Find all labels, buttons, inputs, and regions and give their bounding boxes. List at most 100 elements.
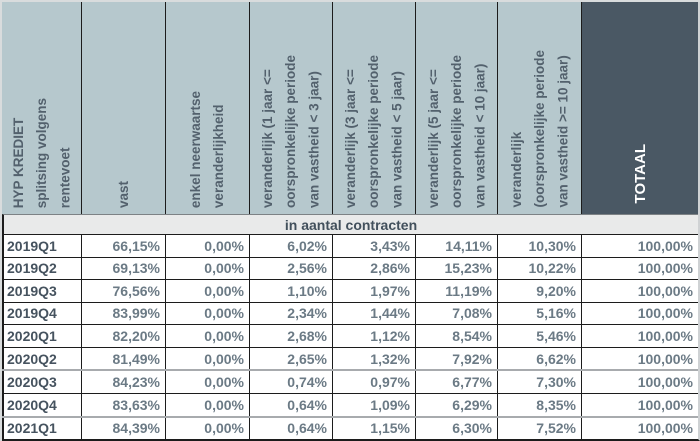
row-label: 2019Q1 — [2, 235, 82, 257]
row-label: 2020Q4 — [2, 393, 82, 416]
cell-value: 1,12% — [333, 325, 416, 347]
cell-value: 1,15% — [333, 417, 416, 440]
cell-value: 0,00% — [166, 347, 250, 370]
row-label: 2019Q2 — [2, 257, 82, 280]
table-header-row: HYP KREDIET splitsing volgens rentevoet v… — [2, 2, 698, 214]
cell-value: 0,00% — [166, 235, 250, 257]
cell-value: 15,23% — [416, 257, 498, 280]
column-header-veranderlijk-3-5: veranderlijk (3 jaar <= oorspronkelijke … — [333, 2, 416, 214]
cell-value: 5,46% — [498, 325, 582, 347]
cell-value: 100,00% — [637, 396, 693, 413]
column-header-label: HYP KREDIET splitsing volgens rentevoet — [10, 97, 73, 208]
column-header-veranderlijk-10-plus: veranderlijk (oorspronkelijke periode va… — [498, 2, 582, 214]
row-label: 2019Q3 — [2, 280, 82, 302]
column-header-label: veranderlijk (1 jaar <= oorspronkelijke … — [260, 54, 322, 208]
cell-value: 76,56% — [82, 280, 166, 302]
cell-value: 6,62% — [498, 347, 582, 370]
column-header-label: veranderlijk (oorspronkelijke periode va… — [508, 50, 571, 208]
cell-value: 6,29% — [416, 393, 498, 416]
cell-value: 3,43% — [333, 235, 416, 257]
cell-value: 83,63% — [82, 393, 166, 416]
cell-value: 7,92% — [416, 347, 498, 370]
row-label: 2020Q1 — [2, 325, 82, 347]
cell-value: 84,23% — [82, 371, 166, 393]
cell-value: 1,09% — [333, 393, 416, 416]
cell-value: 0,00% — [166, 393, 250, 416]
cell-value: 1,32% — [333, 347, 416, 370]
cell-value: 2,56% — [250, 257, 333, 280]
table-row: 2020Q4 83,63% 0,00% 0,64% 1,09% 6,29% 8,35% 100… — [2, 393, 698, 418]
table-row: 2020Q1 82,20% 0,00% 2,68% 1,12% 8,54% 5,46% 100… — [2, 325, 698, 348]
row-label: 2021Q1 — [2, 417, 82, 440]
cell-value: 100,00% — [637, 282, 693, 299]
cell-value: 0,00% — [166, 302, 250, 325]
cell-value: 100,00% — [637, 374, 693, 391]
table-row: 2020Q3 84,23% 0,00% 0,74% 0,97% 6,77% 7,30% 100… — [2, 371, 698, 394]
cell-value: 14,11% — [416, 235, 498, 257]
cell-value: 83,99% — [82, 302, 166, 325]
cell-value: 2,86% — [333, 257, 416, 280]
row-label: 2020Q2 — [2, 347, 82, 370]
cell-value: 69,13% — [82, 257, 166, 280]
column-header-split-rentevoet: HYP KREDIET splitsing volgens rentevoet — [2, 2, 82, 214]
cell-value: 84,39% — [82, 417, 166, 440]
column-header-label: veranderlijk (3 jaar <= oorspronkelijke … — [343, 54, 405, 208]
cell-value: 100,00% — [637, 305, 693, 322]
cell-value: 100,00% — [637, 350, 693, 367]
cell-value: 0,00% — [166, 257, 250, 280]
cell-value: 6,77% — [416, 371, 498, 393]
cell-value: 5,16% — [498, 302, 582, 325]
cell-value: 100,00% — [637, 420, 693, 437]
cell-value: 6,02% — [250, 235, 333, 257]
column-header-label: vast — [115, 180, 131, 208]
column-header-label: enkel neerwaartse veranderlijkheid — [188, 90, 227, 208]
cell-value: 0,74% — [250, 371, 333, 393]
cell-value: 11,19% — [416, 280, 498, 302]
row-label: 2020Q3 — [2, 371, 82, 393]
table-row: 2021Q1 84,39% 0,00% 0,64% 1,15% 6,30% 7,52% 100… — [2, 417, 698, 440]
cell-value: 8,35% — [498, 393, 582, 416]
cell-value: 2,34% — [250, 302, 333, 325]
cell-value: 82,20% — [82, 325, 166, 347]
cell-value: 10,30% — [498, 235, 582, 257]
cell-value: 1,97% — [333, 280, 416, 302]
cell-value: 7,08% — [416, 302, 498, 325]
table-row: 2020Q2 81,49% 0,00% 2,65% 1,32% 7,92% 6,62% 100… — [2, 347, 698, 372]
cell-value: 2,68% — [250, 325, 333, 347]
cell-value: 100,00% — [637, 260, 693, 277]
column-header-totaal: TOTAAL — [582, 2, 698, 214]
cell-value: 100,00% — [637, 237, 693, 254]
table-row: 2019Q3 76,56% 0,00% 1,10% 1,97% 11,19% 9,20% 10… — [2, 280, 698, 303]
cell-value: 7,52% — [498, 417, 582, 440]
cell-value: 66,15% — [82, 235, 166, 257]
cell-value: 100,00% — [637, 328, 693, 345]
section-band-label: in aantal contracten — [284, 216, 418, 233]
cell-value: 0,64% — [250, 393, 333, 416]
cell-value: 0,64% — [250, 417, 333, 440]
cell-value: 0,00% — [166, 417, 250, 440]
column-header-veranderlijk-5-10: veranderlijk (5 jaar <= oorspronkelijke … — [416, 2, 498, 214]
cell-value: 0,00% — [166, 325, 250, 347]
table-body: 2019Q1 66,15% 0,00% 6,02% 3,43% 14,11% 10,30% 1… — [2, 235, 698, 440]
column-header-label: TOTAAL — [631, 143, 649, 203]
table-row: 2019Q1 66,15% 0,00% 6,02% 3,43% 14,11% 10,30% 1… — [2, 235, 698, 258]
cell-value: 7,30% — [498, 371, 582, 393]
cell-value: 2,65% — [250, 347, 333, 370]
column-header-veranderlijk-1-3: veranderlijk (1 jaar <= oorspronkelijke … — [250, 2, 333, 214]
cell-value: 6,30% — [416, 417, 498, 440]
cell-value: 0,00% — [166, 371, 250, 393]
table-row: 2019Q2 69,13% 0,00% 2,56% 2,86% 15,23% 10,22% 1… — [2, 257, 698, 281]
table-row: 2019Q4 83,99% 0,00% 2,34% 1,44% 7,08% 5,16% 100… — [2, 302, 698, 326]
row-label: 2019Q4 — [2, 302, 82, 325]
column-header-label: veranderlijk (5 jaar <= oorspronkelijke … — [425, 54, 488, 208]
column-header-enkel-neerwaarts: enkel neerwaartse veranderlijkheid — [166, 2, 250, 214]
cell-value: 1,10% — [250, 280, 333, 302]
cell-value: 8,54% — [416, 325, 498, 347]
cell-value: 9,20% — [498, 280, 582, 302]
cell-value: 10,22% — [498, 257, 582, 280]
cell-value: 0,00% — [166, 280, 250, 302]
section-band: in aantal contracten — [2, 214, 698, 235]
cell-value: 81,49% — [82, 347, 166, 370]
